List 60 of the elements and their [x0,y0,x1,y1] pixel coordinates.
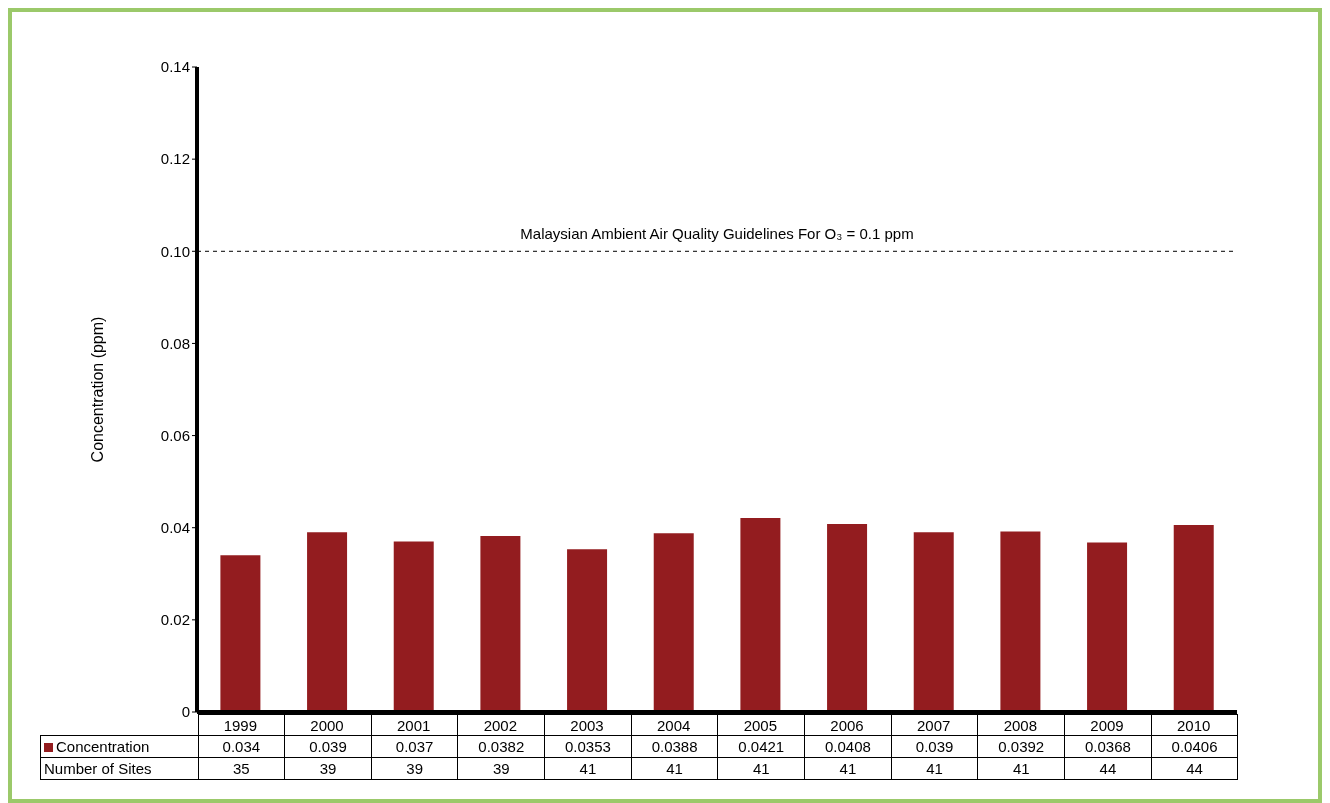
text: 41 [977,757,1065,780]
data-label: 0.0408 [804,735,892,758]
legend-label: Concentration [40,735,198,758]
data-label: 0.0421 [717,735,805,758]
x-tick-label: 2010 [1176,716,1211,734]
bar [567,549,608,712]
text: 41 [717,757,805,780]
x-tick-label: 2004 [656,716,691,734]
y-tick-label: 0.10 [160,242,190,260]
x-tick-label: 2000 [310,716,344,734]
x-tick-label: 2001 [396,716,431,734]
bar [1173,524,1214,712]
bar [1000,531,1041,712]
text: 41 [544,757,632,780]
y-tick-label: 0.02 [160,611,190,629]
data-label: 0.034 [198,735,285,758]
text: 41 [631,757,718,780]
y-tick-label: 0.12 [160,150,190,168]
x-tick-label: 2002 [483,716,518,734]
bar [307,532,348,712]
data-label: 0.0368 [1064,735,1152,758]
bar [913,532,954,712]
text: Number of Sites [40,757,198,780]
data-label: 0.0392 [977,735,1065,758]
data-label: 0.0382 [457,735,545,758]
text: 44 [1064,757,1152,780]
text: 39 [371,757,458,780]
y-tick-label: 0.14 [160,58,190,76]
text: 35 [198,757,285,780]
y-tick-label: 0 [181,703,190,721]
text: 41 [804,757,892,780]
text: 44 [1151,757,1238,780]
bar [220,555,261,712]
text: 39 [457,757,545,780]
text: 39 [284,757,372,780]
y-axis-title: Concentration (ppm) [88,316,106,463]
bar [1087,542,1128,712]
x-tick-label: 2007 [916,716,951,734]
data-label: 0.039 [284,735,372,758]
bar [653,533,694,712]
data-label: 0.0388 [631,735,718,758]
x-tick-label: 2006 [830,716,864,734]
x-tick-label: 2009 [1090,716,1124,734]
data-label: 0.0353 [544,735,632,758]
bar [393,541,434,712]
y-tick-label: 0.08 [160,334,190,352]
bar [827,524,868,712]
x-tick-label: 2003 [570,716,604,734]
data-label: 0.039 [891,735,978,758]
y-tick-label: 0.04 [160,519,190,537]
data-label: 0.0406 [1151,735,1238,758]
bar [740,518,781,712]
bar [480,536,521,712]
x-tick-label: 2008 [1003,716,1038,734]
ref-line-label: Malaysian Ambient Air Quality Guidelines For O₃ = 0.1 ppm [520,225,914,243]
y-tick-label: 0.06 [160,426,190,444]
data-label: 0.037 [371,735,458,758]
x-tick-label: 1999 [223,716,258,734]
x-tick-label: 2005 [743,716,778,734]
text: 41 [891,757,978,780]
